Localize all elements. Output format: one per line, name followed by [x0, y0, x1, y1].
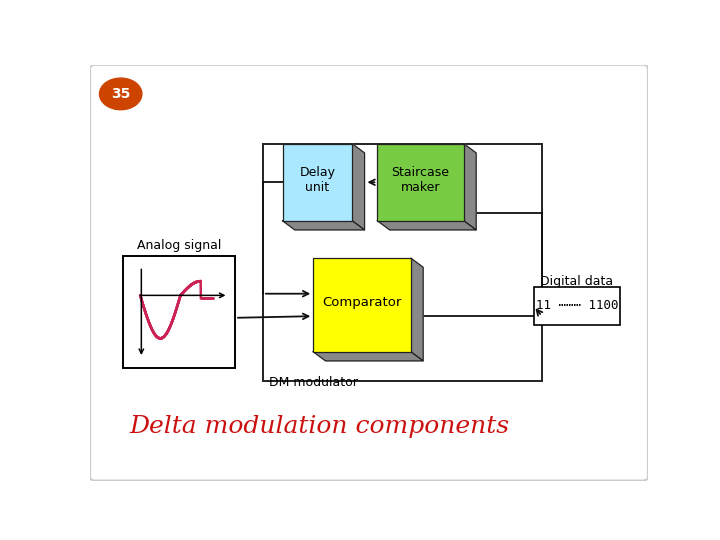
Bar	[282, 144, 352, 221]
Text: Delay
unit: Delay unit	[300, 166, 336, 194]
Polygon shape	[411, 258, 423, 361]
Text: 35: 35	[111, 87, 130, 101]
FancyBboxPatch shape	[90, 65, 648, 481]
Text: Analog signal: Analog signal	[137, 239, 222, 252]
Polygon shape	[282, 221, 364, 230]
Polygon shape	[464, 144, 476, 230]
Text: Delta modulation components: Delta modulation components	[129, 415, 509, 438]
Bar	[124, 256, 235, 368]
Text: Digital data: Digital data	[540, 275, 613, 288]
Bar	[377, 144, 464, 221]
Text: 11 ⋯⋯⋯ 1100: 11 ⋯⋯⋯ 1100	[536, 300, 618, 313]
Text: Comparator: Comparator	[323, 296, 402, 309]
Bar	[534, 287, 620, 325]
Polygon shape	[377, 221, 476, 230]
Text: DM modulator: DM modulator	[269, 376, 357, 389]
Polygon shape	[313, 352, 423, 361]
Bar	[313, 258, 411, 352]
Bar	[263, 144, 542, 381]
Circle shape	[99, 78, 142, 110]
Polygon shape	[352, 144, 364, 230]
Text: Staircase
maker: Staircase maker	[392, 166, 449, 194]
